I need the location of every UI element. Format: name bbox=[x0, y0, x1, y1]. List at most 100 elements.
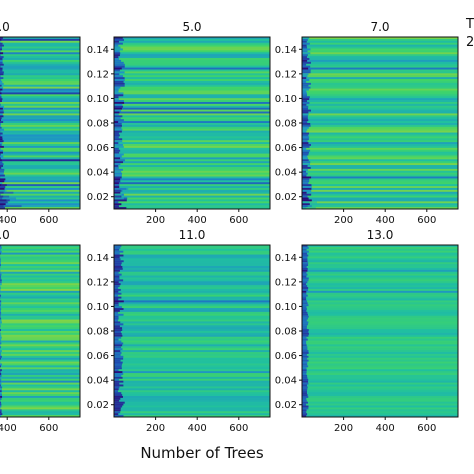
heatmap-edge-cell bbox=[302, 245, 308, 248]
heatmap-edge-cell bbox=[302, 315, 309, 319]
heatmap-row bbox=[0, 187, 80, 191]
heatmap-row bbox=[0, 100, 80, 103]
heatmap-row bbox=[0, 350, 80, 353]
heatmap-row bbox=[302, 373, 458, 376]
heatmap-row bbox=[0, 119, 80, 122]
heatmap-row bbox=[302, 105, 458, 109]
heatmap-edge-cell bbox=[302, 90, 307, 94]
heatmap-edge-cell bbox=[114, 144, 123, 147]
panel-grid: 400 600 .0 200 400 600 0.02 0.04 0.06 0.08 0.10 0.1… bbox=[0, 20, 459, 434]
heatmap-row bbox=[114, 111, 270, 115]
heatmap-row bbox=[114, 205, 270, 208]
heatmap-edge-cell bbox=[302, 67, 309, 71]
heatmap-row bbox=[302, 153, 458, 157]
heatmap-row bbox=[0, 378, 80, 382]
heatmap-edge-cell bbox=[302, 182, 309, 185]
heatmap-edge-cell bbox=[302, 376, 308, 380]
heatmap-edge-cell bbox=[302, 277, 309, 280]
heatmap-edge-cell bbox=[302, 111, 309, 115]
heatmap-row bbox=[114, 340, 270, 344]
heatmap-edge-cell bbox=[302, 296, 307, 300]
heatmap-row bbox=[302, 306, 458, 309]
heatmap-row bbox=[302, 294, 458, 298]
heatmap-row bbox=[114, 153, 270, 157]
heatmap-row bbox=[0, 50, 80, 53]
heatmap-edge-cell bbox=[114, 115, 123, 118]
heatmap-row bbox=[0, 37, 80, 40]
heatmap-row bbox=[114, 42, 270, 46]
heatmap-edge-cell bbox=[302, 373, 307, 376]
heatmap-edge-cell bbox=[114, 397, 121, 401]
heatmap-row bbox=[0, 195, 80, 199]
heatmap-edge-cell bbox=[302, 109, 311, 113]
heatmap-row bbox=[302, 187, 458, 191]
heatmap-row bbox=[114, 92, 270, 95]
heatmap-edge-cell bbox=[114, 147, 119, 151]
heatmap-row bbox=[302, 73, 458, 76]
x-tick-label: 400 bbox=[376, 215, 395, 226]
heatmap-row bbox=[0, 332, 80, 336]
heatmap-edge-cell bbox=[302, 285, 308, 288]
heatmap-edge-cell bbox=[302, 153, 309, 157]
heatmap-row bbox=[0, 163, 80, 166]
heatmap-edge-cell bbox=[0, 363, 2, 366]
heatmap-edge-cell bbox=[114, 281, 119, 284]
panel-title: 7.0 bbox=[370, 20, 389, 34]
heatmap-edge-cell bbox=[0, 128, 4, 132]
heatmap-row bbox=[0, 124, 80, 128]
heatmap-edge-cell bbox=[0, 409, 2, 412]
heatmap-edge-cell bbox=[302, 273, 308, 277]
heatmap-row bbox=[114, 271, 270, 275]
heatmap-edge-cell bbox=[302, 415, 307, 417]
x-tick-label: 200 bbox=[334, 215, 353, 226]
heatmap-low-cell bbox=[0, 182, 2, 185]
heatmap-edge-cell bbox=[302, 281, 308, 284]
heatmap-row bbox=[0, 59, 80, 63]
heatmap-row bbox=[0, 256, 80, 259]
heatmap-edge-cell bbox=[0, 48, 3, 51]
heatmap-row bbox=[0, 151, 80, 155]
heatmap-row bbox=[0, 79, 80, 82]
heatmap-edge-cell bbox=[302, 54, 308, 57]
heatmap-edge-cell bbox=[0, 80, 3, 84]
heatmap-edge-cell bbox=[114, 90, 119, 94]
heatmap-edge-cell bbox=[114, 170, 122, 174]
heatmap-row bbox=[302, 96, 458, 99]
heatmap-row bbox=[114, 159, 270, 162]
heatmap-row bbox=[302, 340, 458, 344]
y-tick-label: 0.10 bbox=[275, 94, 297, 105]
heatmap-row bbox=[0, 405, 80, 409]
heatmap-edge-cell bbox=[114, 128, 123, 132]
heatmap-edge-cell bbox=[0, 79, 2, 82]
heatmap-edge-cell bbox=[114, 378, 119, 382]
heatmap-edge-cell bbox=[114, 153, 124, 157]
heatmap-edge-cell bbox=[114, 371, 123, 374]
heatmap-row bbox=[0, 367, 80, 370]
heatmap-row bbox=[0, 411, 80, 414]
heatmap-row bbox=[302, 71, 458, 74]
x-tick-label: 600 bbox=[229, 215, 248, 226]
heatmap-row bbox=[114, 69, 270, 72]
heatmap-row bbox=[302, 165, 458, 168]
heatmap-edge-cell bbox=[114, 56, 119, 59]
heatmap-row bbox=[0, 386, 80, 389]
heatmap-edge-cell bbox=[114, 392, 122, 395]
heatmap-edge-cell bbox=[114, 288, 121, 292]
heatmap-edge-cell bbox=[0, 250, 2, 254]
heatmap-row bbox=[114, 292, 270, 296]
heatmap-row bbox=[0, 325, 80, 328]
heatmap-edge-cell bbox=[114, 140, 123, 143]
heatmap-row bbox=[114, 336, 270, 340]
heatmap-edge-cell bbox=[302, 279, 309, 282]
heatmap-edge-cell bbox=[0, 77, 4, 80]
heatmap-edge-cell bbox=[302, 189, 312, 193]
heatmap-edge-cell bbox=[0, 180, 5, 183]
y-tick-label: 0.10 bbox=[87, 94, 109, 105]
heatmap-edge-cell bbox=[302, 84, 309, 88]
heatmap-row bbox=[302, 121, 458, 124]
heatmap-edge-cell bbox=[0, 321, 2, 324]
heatmap-edge-cell bbox=[0, 142, 3, 145]
heatmap-edge-cell bbox=[114, 75, 123, 78]
heatmap-edge-cell bbox=[0, 144, 2, 147]
heatmap-edge-cell bbox=[114, 353, 121, 357]
